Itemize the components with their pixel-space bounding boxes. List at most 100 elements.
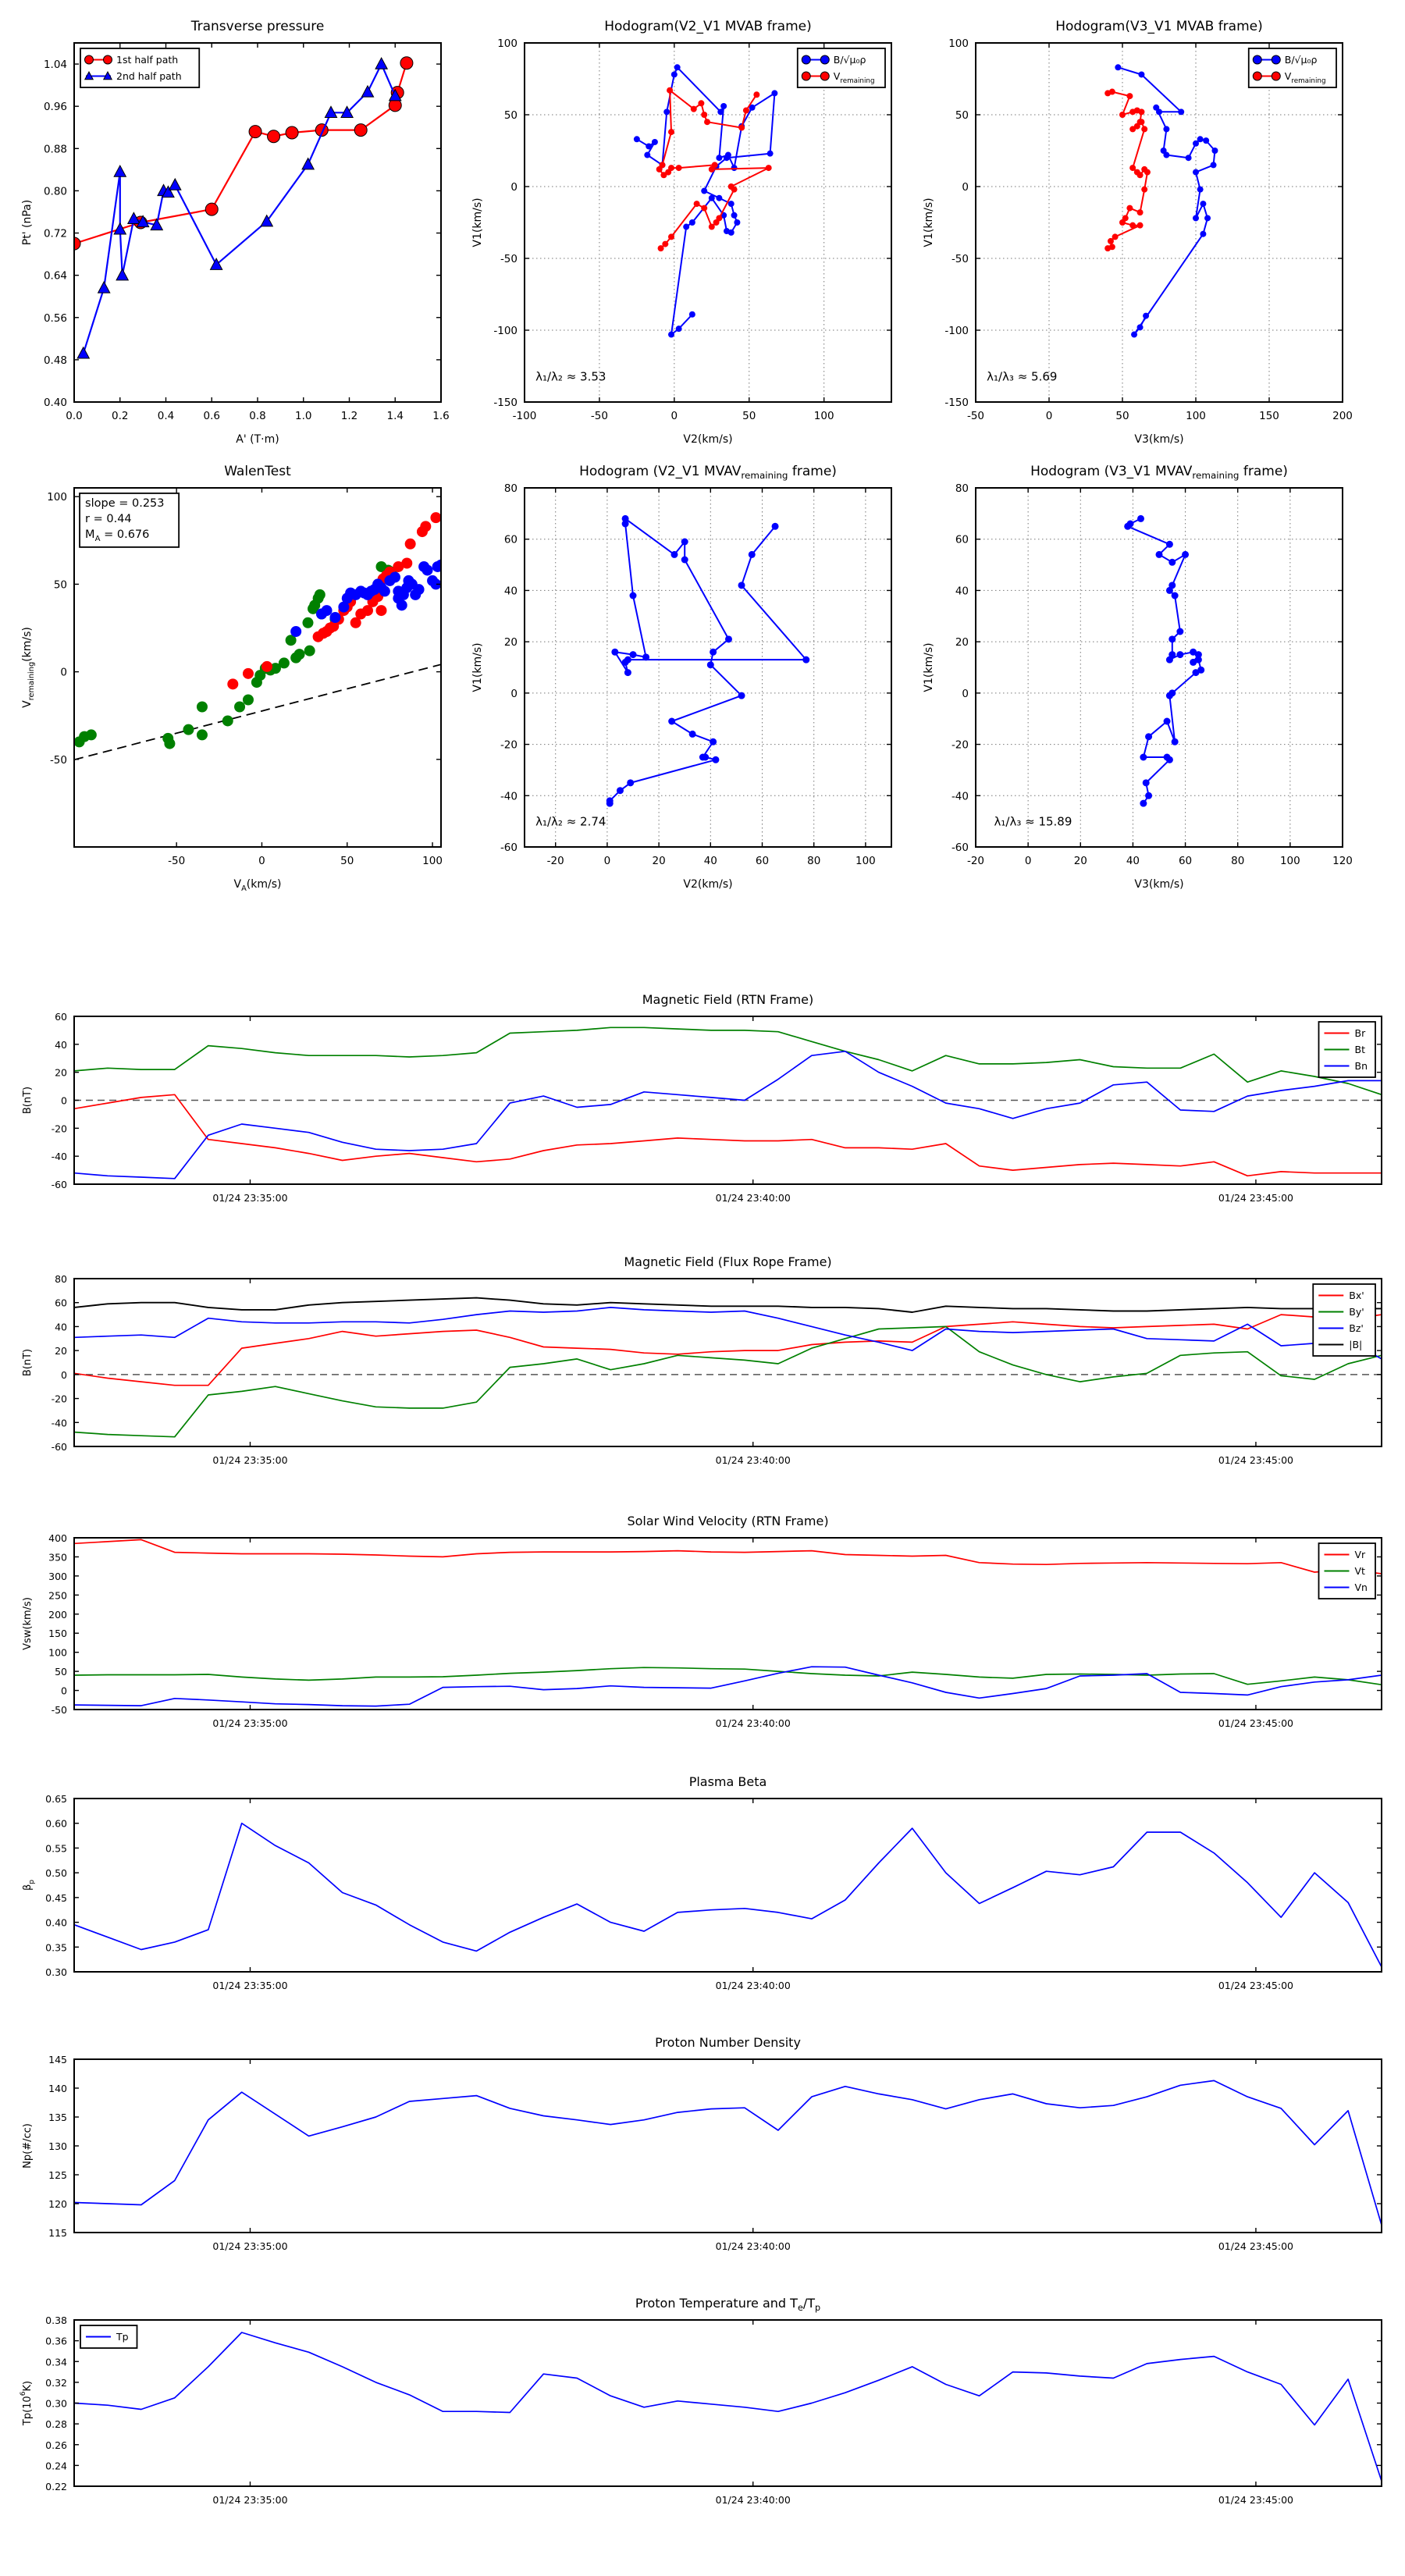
plasma-beta-ytick: 0.30 bbox=[45, 1966, 67, 1978]
transverse-pressure-legend: 1st half path 2nd half path bbox=[80, 48, 201, 88]
solar-wind-velocity-ytick: 350 bbox=[48, 1551, 67, 1563]
proton-temperature-ytick: 0.30 bbox=[45, 2398, 67, 2410]
hodogram-v3v1-mvav-ytick: -60 bbox=[951, 841, 969, 854]
proton-temperature-ytick: 0.24 bbox=[45, 2460, 67, 2471]
proton-temperature-xtick: 01/24 23:45:00 bbox=[1218, 2494, 1293, 2506]
solar-wind-velocity-legend-label: Vn bbox=[1355, 1582, 1368, 1593]
solar-wind-velocity-ytick: 300 bbox=[48, 1571, 67, 1582]
transverse-pressure-series-2nd-half-path bbox=[76, 56, 402, 359]
hodogram-v3v1-mvab-xtick: 200 bbox=[1332, 410, 1353, 422]
hodogram-v2v1-mvab-ytick: -50 bbox=[500, 253, 518, 265]
hodogram-v2v1-mvab-legend: B/√μ₀ρ Vremaining bbox=[796, 48, 886, 88]
walen-test-ytick: -50 bbox=[50, 754, 67, 767]
solar-wind-velocity-legend-label: Vr bbox=[1355, 1549, 1367, 1560]
proton-temperature-legend-label: Tp bbox=[116, 2331, 129, 2343]
chart-hodogram-v2v1-mvab: -100 -50 0 50 100 -150 -100 -50 0 50 100 Hodogram(V… bbox=[466, 2, 954, 474]
proton-number-density-xtick: 01/24 23:45:00 bbox=[1218, 2240, 1293, 2252]
walen-test-ytick: 0 bbox=[60, 667, 67, 679]
hodogram-v2v1-mvav-svg: -20 0 20 40 60 80 100 -60 -40 -20 0 20 40 60 80 Hodogra… bbox=[471, 464, 892, 891]
magnetic-field-rtn-ytick: 60 bbox=[55, 1011, 67, 1023]
magnetic-field-flux-rope-ytick: -60 bbox=[52, 1441, 67, 1453]
hodogram-v3v1-mvab-xtick: 0 bbox=[1046, 410, 1053, 422]
chart-walen-test: -50 0 50 100 -50 0 50 100 WalenTest VA(km/s) Vrema… bbox=[16, 447, 503, 919]
walen-test-svg: -50 0 50 100 -50 0 50 100 WalenTest VA(km/s) Vrema… bbox=[21, 464, 443, 893]
hodogram-v2v1-mvab-annotation: λ₁/λ₂ ≈ 3.53 bbox=[535, 369, 606, 383]
walen-test-series-fit-line bbox=[74, 664, 441, 761]
plasma-beta-xtick: 01/24 23:40:00 bbox=[716, 1980, 791, 1991]
chart-hodogram-v2v1-mvav: -20 0 20 40 60 80 100 -60 -40 -20 0 20 40 60 80 Hodogra… bbox=[466, 447, 954, 919]
proton-temperature-xtick: 01/24 23:35:00 bbox=[212, 2494, 287, 2506]
magnetic-field-rtn-ylabel: B(nT) bbox=[22, 1087, 34, 1114]
solar-wind-velocity-xtick: 01/24 23:40:00 bbox=[716, 1717, 791, 1729]
solar-wind-velocity-series-vt bbox=[74, 1667, 1382, 1686]
chart-hodogram-v3v1-mvav: -20 0 20 40 60 80 100 120 -60 -40 -20 0 20 40 60 80 Hodo… bbox=[917, 447, 1405, 919]
magnetic-field-rtn-svg: 01/24 23:35:00 01/24 23:40:00 01/24 23:45:… bbox=[22, 992, 1382, 1204]
transverse-pressure-plot-area bbox=[74, 56, 414, 359]
plasma-beta-plot-area bbox=[74, 1822, 1382, 1968]
hodogram-v2v1-mvab-xtick: -100 bbox=[513, 410, 537, 422]
hodogram-v3v1-mvav-annotation: λ₁/λ₃ ≈ 15.89 bbox=[994, 814, 1072, 828]
transverse-pressure-title: Transverse pressure bbox=[190, 19, 325, 34]
plasma-beta-xtick: 01/24 23:45:00 bbox=[1218, 1980, 1293, 1991]
solar-wind-velocity-ytick: 200 bbox=[48, 1609, 67, 1621]
hodogram-v3v1-mvab-legend-label: B/√μ₀ρ bbox=[1285, 54, 1318, 66]
solar-wind-velocity-svg: 01/24 23:35:00 01/24 23:40:00 01/24 23:45:… bbox=[22, 1514, 1382, 1729]
magnetic-field-flux-rope-legend-label: By' bbox=[1349, 1306, 1364, 1318]
hodogram-v3v1-mvab-plot-area bbox=[1104, 64, 1218, 338]
walen-test-xlabel: VA(km/s) bbox=[234, 878, 282, 893]
solar-wind-velocity-title: Solar Wind Velocity (RTN Frame) bbox=[627, 1514, 828, 1528]
walen-test-xtick: 50 bbox=[340, 855, 354, 867]
plasma-beta-ytick: 0.65 bbox=[45, 1793, 67, 1805]
hodogram-v2v1-mvav-ytick: -20 bbox=[500, 739, 518, 752]
magnetic-field-flux-rope-xtick: 01/24 23:35:00 bbox=[212, 1454, 287, 1466]
transverse-pressure-xtick: 1.2 bbox=[341, 410, 357, 422]
magnetic-field-rtn-legend-label: Bt bbox=[1355, 1044, 1366, 1055]
hodogram-v3v1-mvav-svg: -20 0 20 40 60 80 100 120 -60 -40 -20 0 20 40 60 80 Hodo… bbox=[923, 464, 1353, 891]
walen-test-series-blue-points bbox=[290, 559, 441, 637]
walen-test-stats-line: slope = 0.253 bbox=[85, 497, 164, 510]
solar-wind-velocity-legend: Vr Vt Vn bbox=[1318, 1542, 1376, 1599]
hodogram-v3v1-mvav-xtick: 100 bbox=[1280, 855, 1300, 867]
hodogram-v2v1-mvab-ytick: 100 bbox=[497, 37, 518, 50]
proton-temperature-ytick: 0.28 bbox=[45, 2418, 67, 2430]
transverse-pressure-xtick: 0.8 bbox=[249, 410, 265, 422]
magnetic-field-rtn-series-bn bbox=[74, 1050, 1382, 1179]
magnetic-field-flux-rope-ylabel: B(nT) bbox=[22, 1349, 34, 1376]
magnetic-field-flux-rope-ytick: 60 bbox=[55, 1297, 67, 1309]
hodogram-v3v1-mvav-xtick: 80 bbox=[1231, 855, 1244, 867]
transverse-pressure-xtick: 0.6 bbox=[204, 410, 220, 422]
magnetic-field-rtn-legend-label: Br bbox=[1355, 1027, 1367, 1039]
hodogram-v2v1-mvav-series-v-hodogram bbox=[606, 514, 810, 807]
hodogram-v3v1-mvav-xtick: 120 bbox=[1332, 855, 1353, 867]
hodogram-v2v1-mvav-xtick: 100 bbox=[855, 855, 876, 867]
hodogram-v3v1-mvav-ytick: -40 bbox=[951, 790, 969, 802]
hodogram-v3v1-mvab-ytick: -50 bbox=[951, 253, 969, 265]
magnetic-field-rtn-ytick: -40 bbox=[52, 1151, 67, 1162]
walen-test-xtick: 100 bbox=[422, 855, 443, 867]
solar-wind-velocity-ytick: 50 bbox=[55, 1666, 67, 1678]
proton-temperature-ytick: 0.32 bbox=[45, 2377, 67, 2389]
hodogram-v3v1-mvav-xlabel: V3(km/s) bbox=[1134, 878, 1183, 891]
transverse-pressure-xlabel: A' (T·m) bbox=[236, 433, 279, 446]
plasma-beta-ytick: 0.50 bbox=[45, 1867, 67, 1879]
magnetic-field-flux-rope-legend-label: Bz' bbox=[1349, 1322, 1364, 1334]
hodogram-v2v1-mvav-ytick: 20 bbox=[504, 636, 518, 649]
proton-temperature-ytick: 0.34 bbox=[45, 2356, 67, 2368]
hodogram-v3v1-mvav-ylabel: V1(km/s) bbox=[923, 642, 935, 692]
plasma-beta-ytick: 0.55 bbox=[45, 1842, 67, 1854]
proton-temperature-legend: Tp bbox=[80, 2325, 138, 2349]
hodogram-v3v1-mvab-series-b-hodogram bbox=[1115, 64, 1218, 338]
hodogram-v3v1-mvav-title: Hodogram (V3_V1 MVAVremaining frame) bbox=[1030, 464, 1288, 481]
hodogram-v3v1-mvav-xtick: 0 bbox=[1025, 855, 1032, 867]
solar-wind-velocity-ytick: 150 bbox=[48, 1628, 67, 1639]
hodogram-v2v1-mvab-ytick: 50 bbox=[504, 109, 518, 122]
proton-temperature-ytick: 0.26 bbox=[45, 2439, 67, 2451]
proton-number-density-xtick: 01/24 23:40:00 bbox=[716, 2240, 791, 2252]
proton-temperature-ytick: 0.22 bbox=[45, 2481, 67, 2492]
hodogram-v3v1-mvav-xtick: 20 bbox=[1074, 855, 1087, 867]
proton-number-density-ytick: 140 bbox=[48, 2083, 67, 2094]
transverse-pressure-xtick: 0.0 bbox=[66, 410, 82, 422]
proton-temperature-plot-area bbox=[74, 2332, 1382, 2482]
magnetic-field-flux-rope-series--b- bbox=[74, 1297, 1382, 1313]
magnetic-field-rtn-plot-area bbox=[74, 1026, 1382, 1179]
